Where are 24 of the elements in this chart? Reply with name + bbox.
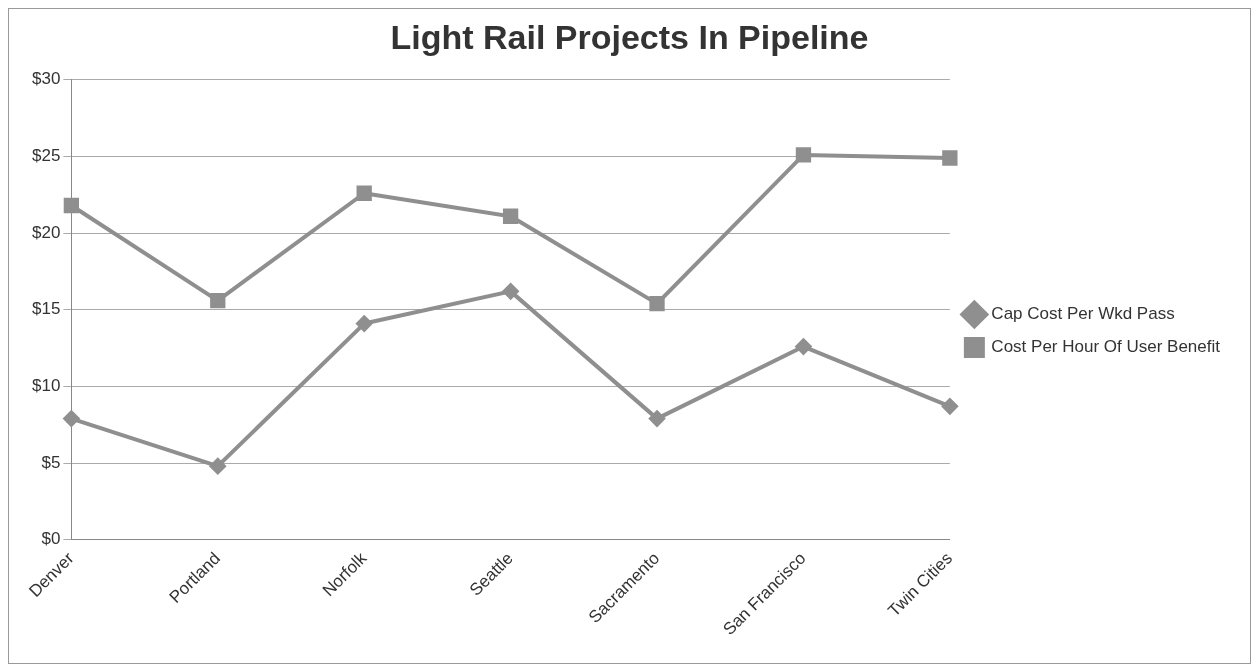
y-tick-label: $15	[31, 299, 61, 319]
point	[356, 185, 372, 201]
point	[795, 338, 812, 355]
y-tick-label: $5	[41, 452, 61, 472]
legend-label: Cap Cost Per Wkd Pass	[991, 304, 1175, 324]
legend-label: Cost Per Hour Of User Benefit	[991, 337, 1221, 357]
point	[649, 410, 666, 427]
point	[210, 292, 226, 309]
y-tick-label: $10	[31, 376, 61, 396]
point	[941, 398, 958, 415]
point	[649, 295, 665, 312]
y-tick-label: $30	[31, 69, 61, 89]
y-tick-label: $20	[31, 222, 61, 242]
point	[63, 197, 80, 214]
point	[502, 208, 519, 224]
y-tick-label: $0	[41, 529, 61, 549]
chart-title: Light Rail Projects In Pipeline	[390, 17, 869, 56]
point	[356, 315, 373, 332]
point	[502, 283, 519, 300]
point	[209, 458, 226, 475]
point	[942, 150, 958, 166]
point	[63, 410, 80, 427]
y-tick-label: $25	[31, 146, 61, 166]
point	[795, 147, 812, 163]
